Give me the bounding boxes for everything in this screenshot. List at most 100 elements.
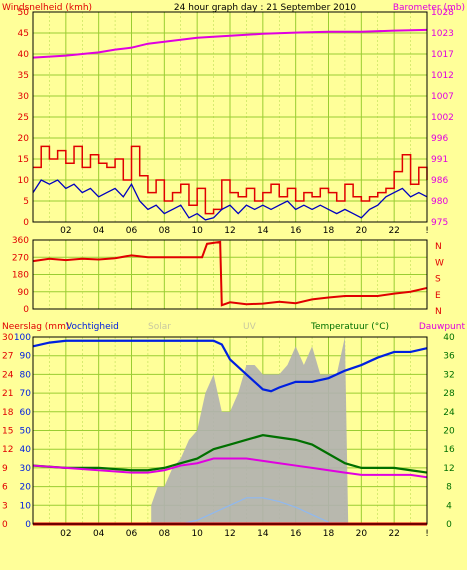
temperature-tick-label: 36 [443, 352, 455, 362]
hour-tick-label-top: 10 [191, 226, 203, 236]
temperature-tick-label: 12 [443, 464, 454, 474]
humidity-tick-label: 50 [20, 427, 32, 437]
wind-gust-line [33, 145, 428, 215]
wind-tick-label: 25 [18, 113, 29, 123]
chart-marks: 0510152025303540455097598098699199610021… [2, 8, 455, 539]
humidity-line [32, 339, 428, 393]
rain-tick-label: 15 [2, 427, 13, 437]
rain-tick-label: 30 [2, 333, 14, 343]
hour-tick-label-top: 06 [126, 226, 138, 236]
hour-tick-label: 08 [159, 529, 171, 539]
hour-tick-label-top: 16 [290, 226, 302, 236]
humidity-tick-label: 70 [20, 389, 32, 399]
hour-tick-label: 12 [224, 529, 235, 539]
dewpoint-line [32, 457, 428, 479]
hour-tick-label-top: 08 [159, 226, 171, 236]
hour-tick-label-top: 12 [224, 226, 235, 236]
wind-average-line [32, 179, 428, 221]
rain-tick-label: 27 [2, 352, 13, 362]
direction-letter: E [435, 291, 441, 301]
panel-border-mid [32, 239, 428, 310]
wind-tick-label: 50 [18, 8, 30, 18]
humidity-tick-label: 40 [20, 445, 32, 455]
wind-tick-label: 35 [18, 71, 29, 81]
uv-title: UV [243, 322, 257, 332]
barometer-tick-label: 980 [431, 197, 448, 207]
wind-tick-label: 15 [18, 155, 29, 165]
humidity-tick-label: 100 [14, 333, 31, 343]
rain-tick-label: 18 [2, 408, 14, 418]
wind-tick-label: 40 [18, 50, 30, 60]
temperature-axis-title: Temperatuur (°C) [310, 322, 389, 332]
barometer-tick-label: 996 [431, 134, 448, 144]
direction-letter: N [435, 307, 442, 317]
barometer-tick-label: 1007 [431, 92, 454, 102]
humidity-tick-label: 80 [20, 370, 32, 380]
hour-tick-label: 04 [93, 529, 105, 539]
wind-tick-label: 5 [23, 197, 29, 207]
rain-tick-label: 12 [2, 445, 13, 455]
wind-tick-label: 20 [18, 134, 30, 144]
direction-letter: N [435, 242, 442, 252]
direction-tick-label: 180 [12, 271, 29, 281]
barometer-tick-label: 1002 [431, 113, 454, 123]
direction-letter: S [435, 275, 441, 285]
hour-tick-label: 18 [323, 529, 335, 539]
temperature-tick-label: 24 [443, 408, 455, 418]
barometer-tick-label: 1028 [431, 8, 454, 18]
wind-tick-label: 45 [18, 29, 29, 39]
direction-tick-label: 90 [18, 288, 30, 298]
hour-tick-label: 06 [126, 529, 138, 539]
hour-tick-label: 02 [60, 529, 71, 539]
barometer-tick-label: 991 [431, 155, 448, 165]
hour-tick-label: ! [425, 529, 429, 539]
temperature-tick-label: 32 [443, 370, 454, 380]
rain-tick-label: 9 [2, 464, 8, 474]
temperature-tick-label: 8 [446, 483, 452, 493]
rain-tick-label: 0 [2, 520, 8, 530]
rain-tick-label: 21 [2, 389, 13, 399]
hour-tick-label: 10 [191, 529, 203, 539]
humidity-tick-label: 60 [20, 408, 32, 418]
hour-tick-label-top: 22 [388, 226, 399, 236]
barometer-tick-label: 1023 [431, 29, 454, 39]
uv-line [180, 497, 329, 525]
wind-tick-label: 0 [23, 218, 29, 228]
dewpoint-title: Dauwpunt [419, 322, 466, 332]
hour-tick-label-top: 04 [93, 226, 105, 236]
temperature-tick-label: 16 [443, 445, 455, 455]
rain-axis-title: Neerslag (mm) [2, 322, 69, 332]
wind-axis-title: Windsnelheid (kmh) [2, 3, 92, 13]
barometer-tick-label: 1012 [431, 71, 454, 81]
direction-tick-label: 0 [23, 305, 29, 315]
hour-tick-label-top: 02 [60, 226, 71, 236]
wind-tick-label: 10 [18, 176, 30, 186]
barometer-axis-title: Barometer (mb) [393, 3, 465, 13]
hour-tick-label: 22 [388, 529, 399, 539]
rain-tick-label: 24 [2, 370, 14, 380]
humidity-tick-label: 20 [20, 483, 32, 493]
panel-border-top [32, 11, 428, 223]
direction-tick-label: 360 [12, 236, 29, 246]
temperature-line [32, 434, 428, 474]
barometer-line [32, 28, 428, 59]
barometer-tick-label: 1017 [431, 50, 454, 60]
humidity-axis-title: Vochtigheid [66, 322, 119, 332]
solar-title: Solar [148, 322, 171, 332]
temperature-tick-label: 40 [443, 333, 455, 343]
hour-tick-label-top: 20 [356, 226, 368, 236]
hour-tick-label-top: ! [425, 226, 429, 236]
barometer-tick-label: 975 [431, 218, 448, 228]
hour-tick-label: 16 [290, 529, 302, 539]
temperature-tick-label: 4 [446, 501, 452, 511]
hour-tick-label-top: 18 [323, 226, 335, 236]
solar-area [151, 337, 349, 524]
direction-tick-label: 270 [12, 253, 29, 263]
wind-direction-line [32, 240, 428, 307]
humidity-tick-label: 10 [20, 501, 32, 511]
humidity-tick-label: 30 [20, 464, 32, 474]
hour-tick-label: 14 [257, 529, 269, 539]
rain-tick-label: 3 [2, 501, 8, 511]
temperature-tick-label: 20 [443, 427, 455, 437]
